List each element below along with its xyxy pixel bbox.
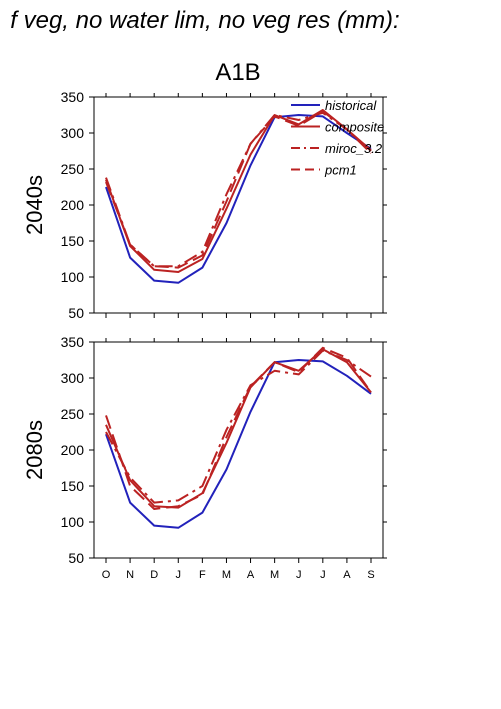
y-tick-label: 350 <box>61 89 85 105</box>
y-tick-label: 350 <box>61 334 85 350</box>
x-tick-label: O <box>102 569 111 581</box>
x-tick-label: D <box>150 569 158 581</box>
series-line-historical <box>105 359 372 529</box>
x-tick-label: S <box>367 569 374 581</box>
x-tick-label: M <box>222 569 231 581</box>
y-tick-label: 250 <box>61 161 85 177</box>
series-line-historical <box>105 114 372 284</box>
y-tick-label: 250 <box>61 406 85 422</box>
y-tick-label: 150 <box>61 478 85 494</box>
series-line-pcm1 <box>105 110 372 269</box>
x-tick-label: A <box>247 569 255 581</box>
y-tick-label: 200 <box>61 197 85 213</box>
panel-label: 2040s <box>22 175 47 235</box>
x-tick-label: A <box>343 569 351 581</box>
x-tick-label: F <box>199 569 206 581</box>
panel-2040s: 50 100 150 200 250 300 350 2040s historical compo… <box>22 89 387 321</box>
y-tick-label: 100 <box>61 269 85 285</box>
legend-label: historical <box>325 98 377 113</box>
legend: historical composite miroc_3.2 pcm1 <box>291 98 384 178</box>
x-tick-label: N <box>126 569 134 581</box>
legend-label: pcm1 <box>324 163 357 178</box>
figure-title: f veg, no water lim, no veg res (mm): <box>10 7 399 34</box>
y-tick-label: 50 <box>68 305 84 321</box>
y-tick-label: 50 <box>68 550 84 566</box>
x-tick-label: J <box>176 569 182 581</box>
y-tick-label: 200 <box>61 442 85 458</box>
plot-frame <box>93 341 384 559</box>
x-tick-label: M <box>270 569 279 581</box>
legend-label: miroc_3.2 <box>325 141 383 156</box>
panel-label: 2080s <box>22 420 47 480</box>
series-line-composite <box>105 348 372 509</box>
x-tick-label: J <box>296 569 302 581</box>
panel-2080s: 50 100 150 200 250 300 350 O N D J F M A M J J A S 2080s <box>22 334 387 581</box>
figure-subtitle: A1B <box>215 59 260 86</box>
legend-label: composite <box>325 120 384 135</box>
series-line-pcm1 <box>105 346 372 510</box>
y-tick-label: 100 <box>61 514 85 530</box>
series-line-miroc-3-2 <box>105 349 372 504</box>
y-tick-label: 300 <box>61 370 85 386</box>
y-tick-label: 150 <box>61 233 85 249</box>
series-line-miroc-3-2 <box>105 111 372 268</box>
y-tick-label: 300 <box>61 125 85 141</box>
x-tick-label: J <box>320 569 326 581</box>
